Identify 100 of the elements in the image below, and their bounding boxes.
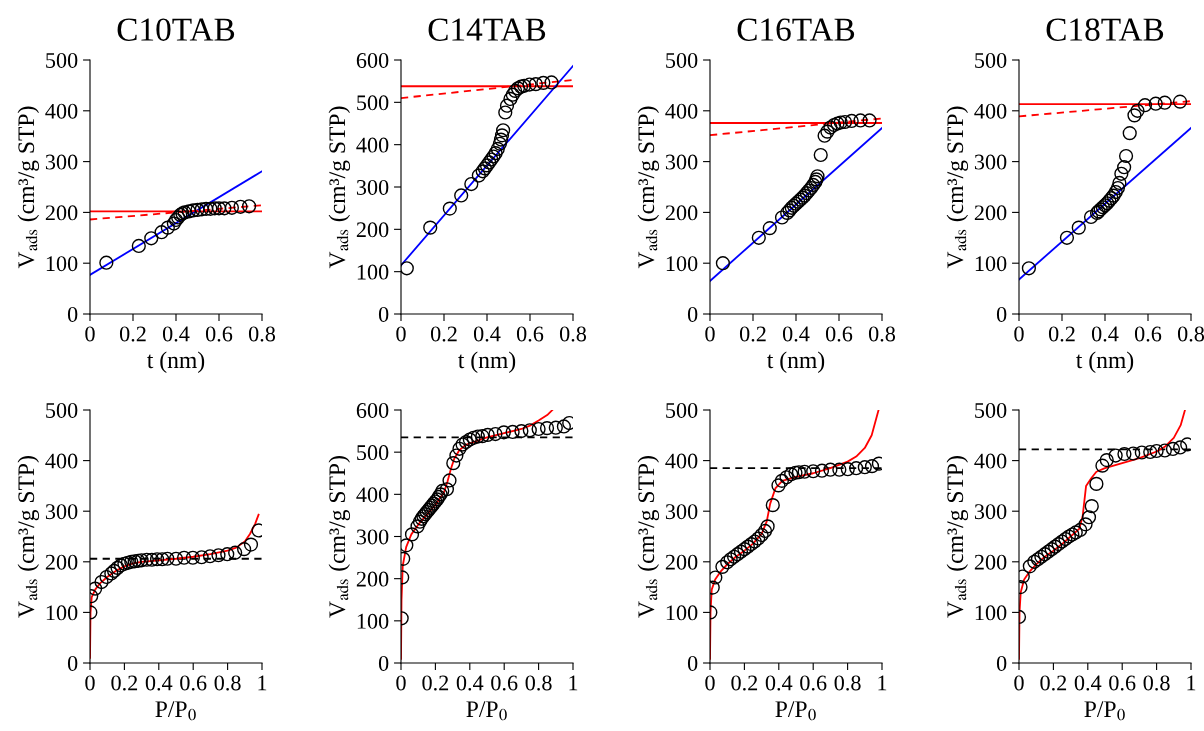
x-tick-label: 0.4 xyxy=(1074,675,1102,691)
y-tick-label: 0 xyxy=(378,306,389,322)
y-tick-label: 500 xyxy=(666,402,698,418)
y-tick-label: 100 xyxy=(357,264,389,280)
y-tick-label: 300 xyxy=(665,154,698,170)
x-tick-label: 0 xyxy=(1014,675,1024,691)
y-tick-label: 100 xyxy=(975,256,1007,272)
x-tick-label: 0 xyxy=(705,326,715,342)
chart-title: C16TAB xyxy=(737,18,855,41)
y-tick-label: 0 xyxy=(378,655,389,671)
x-tick-label: 0.8 xyxy=(1143,675,1170,691)
x-tick-label: 0.6 xyxy=(205,326,233,342)
x-tick-label: 0.8 xyxy=(1177,326,1204,342)
x-tick-label: 0.2 xyxy=(731,675,758,691)
x-tick-label: 0.2 xyxy=(1040,675,1067,691)
y-tick-label: 300 xyxy=(356,179,389,195)
y-tick-label: 400 xyxy=(356,487,389,503)
x-tick-label: 0.6 xyxy=(491,675,518,691)
y-tick-label: 500 xyxy=(46,52,78,68)
x-axis-title: t (nm) xyxy=(767,351,825,373)
x-tick-label: 0.6 xyxy=(516,326,544,342)
x-tick-label: 0 xyxy=(85,326,95,342)
y-tick-label: 300 xyxy=(45,504,78,520)
x-tick-label: 0.4 xyxy=(473,326,501,342)
y-axis-title: V$_{ads}$ (cm³/g STP) xyxy=(637,456,660,618)
y-tick-label: 200 xyxy=(45,554,78,570)
x-tick-label: 0.2 xyxy=(430,326,457,342)
x-tick-label: 0.2 xyxy=(739,326,766,342)
y-tick-label: 0 xyxy=(996,306,1007,322)
x-tick-label: 0 xyxy=(705,675,715,691)
y-tick-label: 200 xyxy=(665,205,698,221)
x-tick-label: 0.6 xyxy=(825,326,853,342)
y-tick-label: 100 xyxy=(46,256,78,272)
y-axis-title: V$_{ads}$ (cm³/g STP) xyxy=(17,456,40,618)
x-tick-label: 0.4 xyxy=(765,675,793,691)
x-tick-label: 0.8 xyxy=(834,675,861,691)
y-tick-label: 100 xyxy=(666,605,698,621)
y-tick-label: 200 xyxy=(974,554,1007,570)
x-axis-title: t (nm) xyxy=(1076,351,1134,373)
y-tick-label: 100 xyxy=(357,613,389,629)
y-tick-label: 500 xyxy=(666,52,698,68)
x-tick-label: 0.2 xyxy=(422,675,449,691)
y-tick-label: 200 xyxy=(45,205,78,221)
y-tick-label: 500 xyxy=(357,95,389,111)
y-tick-label: 300 xyxy=(356,529,389,545)
chart-title: C14TAB xyxy=(428,18,546,41)
x-axis-title: t (nm) xyxy=(147,351,205,373)
y-tick-label: 300 xyxy=(974,504,1007,520)
y-tick-label: 400 xyxy=(665,453,698,469)
x-tick-label: 1 xyxy=(878,675,887,691)
x-tick-label: 0.4 xyxy=(1091,326,1119,342)
y-tick-label: 200 xyxy=(356,571,389,587)
x-tick-label: 0.8 xyxy=(559,326,587,342)
y-tick-label: 600 xyxy=(356,52,389,68)
x-tick-label: 0.4 xyxy=(145,675,173,691)
x-tick-label: 1 xyxy=(1187,675,1196,691)
y-tick-label: 400 xyxy=(665,103,698,119)
x-tick-label: 1 xyxy=(258,675,267,691)
x-tick-label: 0.8 xyxy=(525,675,552,691)
y-tick-label: 100 xyxy=(975,605,1007,621)
y-tick-label: 500 xyxy=(975,52,1007,68)
x-tick-label: 0.8 xyxy=(248,326,276,342)
x-tick-label: 0.4 xyxy=(456,675,484,691)
y-axis-title: V$_{ads}$ (cm³/g STP) xyxy=(328,106,351,269)
y-tick-label: 300 xyxy=(974,154,1007,170)
x-tick-label: 0.4 xyxy=(162,326,190,342)
y-tick-label: 200 xyxy=(974,205,1007,221)
y-tick-label: 600 xyxy=(356,402,389,418)
y-tick-label: 400 xyxy=(45,103,78,119)
x-tick-label: 1 xyxy=(569,675,578,691)
x-tick-label: 0.4 xyxy=(782,326,810,342)
x-tick-label: 0.2 xyxy=(111,675,138,691)
x-tick-label: 0 xyxy=(1014,326,1024,342)
x-tick-label: 0.6 xyxy=(180,675,207,691)
y-tick-label: 200 xyxy=(356,222,389,238)
y-tick-label: 500 xyxy=(975,402,1007,418)
y-tick-label: 100 xyxy=(666,256,698,272)
x-tick-label: 0.6 xyxy=(800,675,827,691)
y-axis-title: V$_{ads}$ (cm³/g STP) xyxy=(946,106,969,269)
y-tick-label: 0 xyxy=(67,306,78,322)
y-tick-label: 200 xyxy=(665,554,698,570)
x-tick-label: 0 xyxy=(85,675,95,691)
y-tick-label: 400 xyxy=(974,103,1007,119)
y-tick-label: 0 xyxy=(687,306,698,322)
y-tick-label: 300 xyxy=(665,504,698,520)
x-axis-title: t (nm) xyxy=(458,351,516,373)
x-tick-label: 0.2 xyxy=(119,326,146,342)
y-tick-label: 400 xyxy=(356,137,389,153)
x-tick-label: 0 xyxy=(396,326,406,342)
x-axis-title: P/P$_{0}$ xyxy=(775,701,816,721)
y-axis-title: V$_{ads}$ (cm³/g STP) xyxy=(328,456,351,618)
x-axis-title: P/P$_{0}$ xyxy=(1084,701,1125,721)
y-axis-title: V$_{ads}$ (cm³/g STP) xyxy=(17,106,40,269)
y-tick-label: 300 xyxy=(45,154,78,170)
x-tick-label: 0.8 xyxy=(868,326,896,342)
x-tick-label: 0 xyxy=(396,675,406,691)
y-tick-label: 400 xyxy=(45,453,78,469)
chart-title: C10TAB xyxy=(117,18,235,41)
y-axis-title: V$_{ads}$ (cm³/g STP) xyxy=(637,106,660,269)
chart-title: C18TAB xyxy=(1046,18,1164,41)
